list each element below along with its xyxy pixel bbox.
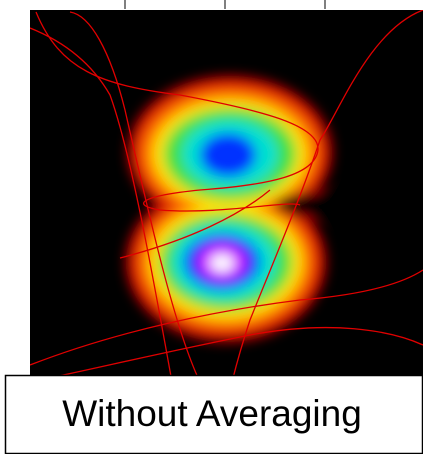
- curve: [69, 11, 201, 382]
- curve: [30, 269, 423, 366]
- label-box: [4, 374, 423, 454]
- curve: [30, 326, 423, 382]
- heatmap-blobs: [126, 76, 395, 342]
- curve: [35, 11, 319, 212]
- panel-label: Without Averaging: [62, 393, 362, 434]
- curve: [119, 189, 271, 259]
- top-ticks: [124, 0, 326, 9]
- curve: [231, 10, 423, 382]
- heatmap: [30, 10, 423, 382]
- trajectory-curves: [30, 10, 423, 382]
- curve: [30, 27, 173, 382]
